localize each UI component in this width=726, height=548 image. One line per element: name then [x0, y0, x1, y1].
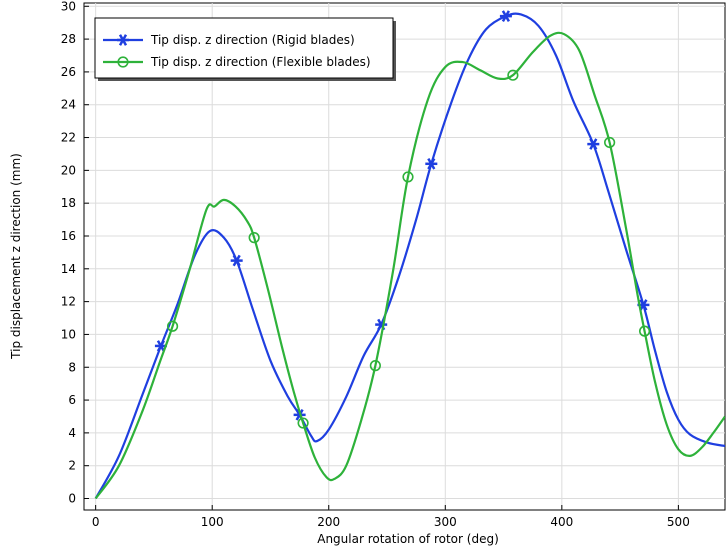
- x-tick-label: 400: [550, 515, 573, 529]
- legend-label-flexible: Tip disp. z direction (Flexible blades): [150, 55, 371, 69]
- y-tick-label: 12: [61, 295, 76, 309]
- data-point-rigid: [230, 254, 243, 267]
- y-tick-label: 28: [61, 32, 76, 46]
- y-axis-label: Tip displacement z direction (mm): [9, 153, 23, 360]
- y-tick-label: 30: [61, 0, 76, 13]
- legend-marker-rigid: [117, 34, 129, 46]
- series-line-flexible: [94, 31, 725, 500]
- x-tick-label: 100: [201, 515, 224, 529]
- data-point-flexible: [638, 325, 651, 337]
- y-tick-label: 0: [68, 492, 76, 506]
- data-point-flexible: [604, 136, 616, 149]
- y-tick-label: 14: [61, 262, 76, 276]
- data-point-flexible: [297, 417, 309, 429]
- y-tick-label: 26: [61, 65, 76, 79]
- y-tick-label: 8: [68, 360, 76, 374]
- x-tick-label: 300: [434, 515, 457, 529]
- data-point-flexible: [507, 69, 519, 81]
- data-point-rigid: [587, 138, 600, 150]
- data-point-flexible: [248, 232, 260, 244]
- y-tick-label: 20: [61, 163, 76, 177]
- x-tick-label: 0: [92, 515, 100, 529]
- series-layer: [94, 10, 725, 500]
- x-tick-label: 200: [317, 515, 340, 529]
- data-point-rigid: [425, 157, 438, 170]
- legend-marker-flexible: [117, 56, 129, 68]
- data-point-flexible: [369, 360, 381, 372]
- x-axis-label: Angular rotation of rotor (deg): [317, 532, 499, 546]
- legend-label-rigid: Tip disp. z direction (Rigid blades): [150, 33, 355, 47]
- legend: Tip disp. z direction (Rigid blades) Tip …: [94, 17, 396, 81]
- y-tick-label: 6: [68, 393, 76, 407]
- y-tick-label: 10: [61, 327, 76, 341]
- y-tick-label: 22: [61, 131, 76, 145]
- y-tick-label: 16: [61, 229, 76, 243]
- data-point-flexible: [166, 320, 179, 332]
- legend-box: [94, 17, 394, 79]
- data-point-flexible: [402, 171, 414, 183]
- y-tick-label: 4: [68, 426, 76, 440]
- x-tick-label: 500: [667, 515, 690, 529]
- y-tick-label: 2: [68, 459, 76, 473]
- legend-items: Tip disp. z direction (Rigid blades) Tip …: [103, 33, 371, 69]
- y-tick-label: 18: [61, 196, 76, 210]
- y-tick-label: 24: [61, 98, 76, 112]
- data-point-rigid: [499, 10, 512, 22]
